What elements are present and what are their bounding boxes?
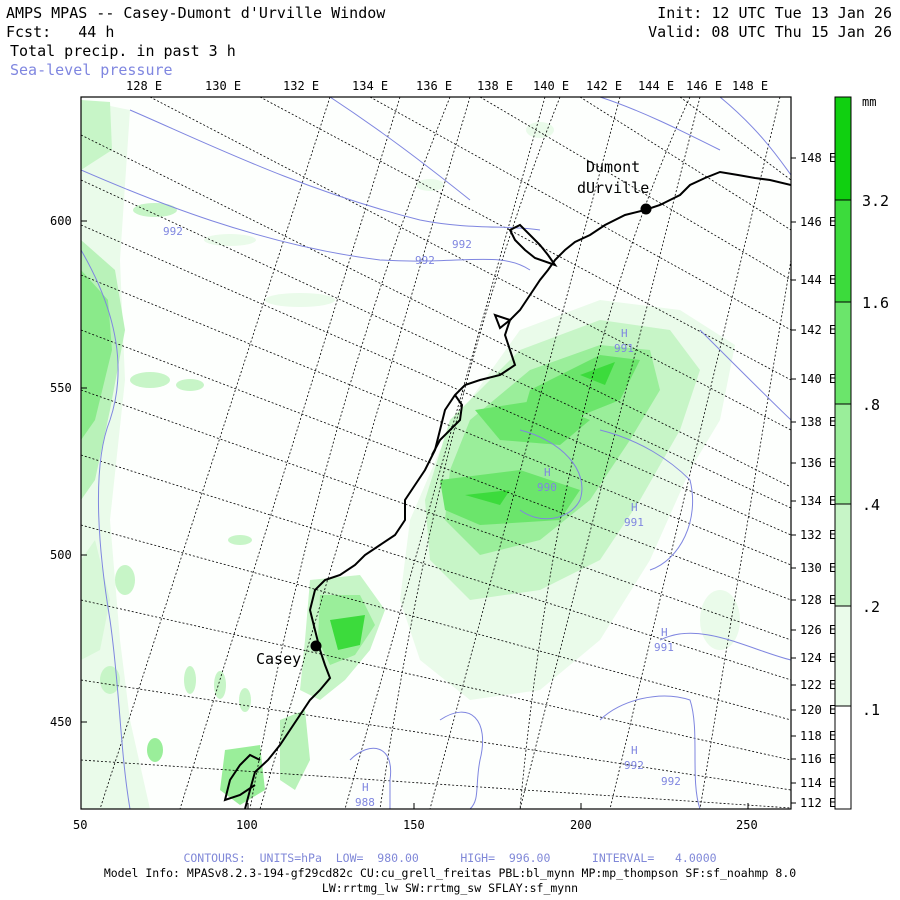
x-tick-label: 200 <box>570 818 592 832</box>
colorbar-label: .2 <box>862 598 880 616</box>
colorbar-box <box>835 706 851 809</box>
right-axis-label: 116 E <box>800 752 836 766</box>
right-axis-label: 146 E <box>800 215 836 229</box>
pressure-label: 992 <box>415 254 435 267</box>
lon-label: 138 E <box>477 79 513 93</box>
pressure-label: 991 <box>624 516 644 529</box>
y-tick-label: 600 <box>50 214 72 228</box>
lon-label: 140 E <box>533 79 569 93</box>
lon-label: 130 E <box>205 79 241 93</box>
y-tick-label: 450 <box>50 715 72 729</box>
right-axis-label: 140 E <box>800 372 836 386</box>
x-tick-label: 100 <box>236 818 258 832</box>
lon-label: 148 E <box>732 79 768 93</box>
lon-label: 134 E <box>352 79 388 93</box>
lon-label: 144 E <box>638 79 674 93</box>
right-axis-label: 126 E <box>800 623 836 637</box>
right-axis-label: 134 E <box>800 494 836 508</box>
pressure-label: 988 <box>355 796 375 809</box>
precip-shading <box>81 100 740 809</box>
model-info: Model Info: MPASv8.2.3-194-gf29cd82c CU:… <box>103 866 797 880</box>
high-marker: H <box>631 501 638 514</box>
map-title: AMPS MPAS -- Casey-Dumont d'Urville Wind… <box>6 4 386 22</box>
colorbar-box <box>835 606 851 706</box>
colorbar-box <box>835 200 851 302</box>
high-marker: H <box>661 626 668 639</box>
left-axis: 450 500 550 600 <box>50 214 87 729</box>
lon-label: 128 E <box>126 79 162 93</box>
dumont-durville-marker <box>640 203 652 215</box>
colorbar-label: .8 <box>862 396 880 414</box>
right-axis-label: 130 E <box>800 561 836 575</box>
pressure-label: 992 <box>661 775 681 788</box>
dumont-durville-label-line2: dUrville <box>577 179 649 197</box>
colorbar-label: 1.6 <box>862 294 889 312</box>
pressure-label: 992 <box>624 759 644 772</box>
right-axis-label: 148 E <box>800 151 836 165</box>
right-axis-label: 132 E <box>800 528 836 542</box>
colorbar-label: 3.2 <box>862 192 889 210</box>
valid-time: Valid: 08 UTC Thu 15 Jan 26 <box>648 23 892 41</box>
right-axis-label: 112 E <box>800 796 836 810</box>
dumont-durville-label-line1: Dumont <box>586 158 640 176</box>
lon-label: 136 E <box>416 79 452 93</box>
casey-label: Casey <box>256 650 301 668</box>
casey-marker <box>310 640 322 652</box>
field-name: Total precip. in past 3 h <box>10 42 236 60</box>
colorbar-label: .4 <box>862 496 880 514</box>
overlay-name: Sea-level pressure <box>10 61 173 79</box>
lon-label: 132 E <box>283 79 319 93</box>
right-axis-label: 128 E <box>800 593 836 607</box>
high-marker: H <box>544 466 551 479</box>
colorbar: mm 3.2 1.6 .8 .4 .2 .1 <box>834 95 889 810</box>
colorbar-box <box>835 504 851 606</box>
forecast-hour: Fcst: 44 h <box>6 23 115 41</box>
right-axis-label: 122 E <box>800 678 836 692</box>
pressure-label: 990 <box>537 481 557 494</box>
x-tick-label: 150 <box>403 818 425 832</box>
pressure-label: 992 <box>452 238 472 251</box>
high-marker: H <box>621 327 628 340</box>
top-lon-labels: 128 E 130 E 132 E 134 E 136 E 138 E 140 … <box>126 79 768 93</box>
right-axis-label: 124 E <box>800 651 836 665</box>
contour-info: CONTOURS: UNITS=hPa LOW= 980.00 HIGH= 99… <box>183 851 717 865</box>
right-axis-label: 142 E <box>800 323 836 337</box>
colorbar-label: .1 <box>862 701 880 719</box>
right-axis-label: 114 E <box>800 776 836 790</box>
right-axis-label: 120 E <box>800 703 836 717</box>
colorbar-unit: mm <box>862 95 876 109</box>
lat-lon-grid <box>81 97 791 809</box>
init-time: Init: 12 UTC Tue 13 Jan 26 <box>657 4 892 22</box>
y-tick-label: 550 <box>50 381 72 395</box>
model-info-line2: LW:rrtmg_lw SW:rrtmg_sw SFLAY:sf_mynn <box>321 881 579 895</box>
x-tick-label: 50 <box>73 818 87 832</box>
right-axis-label: 144 E <box>800 273 836 287</box>
colorbar-box <box>835 404 851 504</box>
pressure-label: 991 <box>654 641 674 654</box>
right-axis-label: 118 E <box>800 729 836 743</box>
right-lon-labels: 112 E 114 E 116 E 118 E 120 E 122 E 124 E 126 E… <box>791 151 836 810</box>
x-tick-label: 250 <box>736 818 758 832</box>
y-tick-label: 500 <box>50 548 72 562</box>
pressure-contours <box>81 97 791 809</box>
bottom-axis: 50 100 150 200 250 <box>73 803 758 832</box>
pressure-label: 991 <box>614 342 634 355</box>
pressure-label-group: 992 992 992 991 990 991 991 992 992 988 … <box>163 225 681 809</box>
right-axis-label: 138 E <box>800 415 836 429</box>
plot-border <box>80 96 792 810</box>
colorbar-box <box>835 97 851 200</box>
pressure-label: 992 <box>163 225 183 238</box>
high-marker: H <box>631 744 638 757</box>
high-marker: H <box>362 781 369 794</box>
lon-label: 146 E <box>686 79 722 93</box>
colorbar-box <box>835 302 851 404</box>
right-axis-label: 136 E <box>800 456 836 470</box>
lon-label: 142 E <box>586 79 622 93</box>
